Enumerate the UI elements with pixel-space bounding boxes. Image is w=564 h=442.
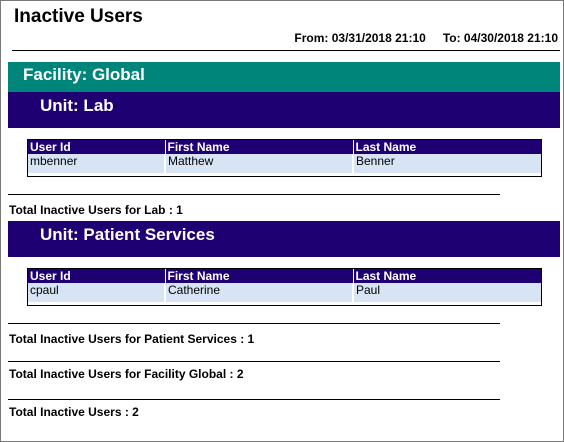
cell-user-id: mbenner <box>28 154 166 176</box>
column-header-user-id: User Id <box>28 269 166 283</box>
table-row: cpaul Catherine Paul <box>28 283 541 305</box>
column-header-last-name: Last Name <box>353 140 541 154</box>
grand-total: Total Inactive Users : 2 <box>9 405 139 419</box>
cell-user-id: cpaul <box>28 283 166 305</box>
unit-header-lab: Unit: Lab <box>8 92 560 128</box>
column-header-last-name: Last Name <box>353 269 541 283</box>
total-patient-services: Total Inactive Users for Patient Service… <box>9 332 255 346</box>
cell-first-name: Matthew <box>165 154 354 176</box>
total-lab: Total Inactive Users for Lab : 1 <box>9 203 183 217</box>
date-to: To: 04/30/2018 21:10 <box>442 31 558 45</box>
cell-first-name: Catherine <box>165 283 354 305</box>
users-table-patient-services: User Id First Name Last Name cpaul Cathe… <box>27 268 542 306</box>
column-header-user-id: User Id <box>28 140 166 154</box>
users-table-lab: User Id First Name Last Name mbenner Mat… <box>27 139 542 177</box>
separator-facility <box>8 361 500 362</box>
table-header-row: User Id First Name Last Name <box>28 140 541 154</box>
cell-last-name: Paul <box>353 283 541 305</box>
total-facility: Total Inactive Users for Facility Global… <box>9 367 244 381</box>
separator-lab <box>8 194 500 195</box>
cell-last-name: Benner <box>353 154 541 176</box>
column-header-first-name: First Name <box>165 269 354 283</box>
table-row: mbenner Matthew Benner <box>28 154 541 176</box>
title-divider <box>12 50 560 51</box>
unit-header-patient-services: Unit: Patient Services <box>8 221 560 257</box>
date-from: From: 03/31/2018 21:10 <box>294 31 426 45</box>
table-header-row: User Id First Name Last Name <box>28 269 541 283</box>
column-header-first-name: First Name <box>165 140 354 154</box>
report-title: Inactive Users <box>14 6 143 27</box>
facility-header: Facility: Global <box>8 62 560 92</box>
separator-patient-services <box>8 323 500 324</box>
separator-grand-total <box>8 399 500 400</box>
date-range: From: 03/31/2018 21:10 To: 04/30/2018 21:… <box>294 31 558 45</box>
